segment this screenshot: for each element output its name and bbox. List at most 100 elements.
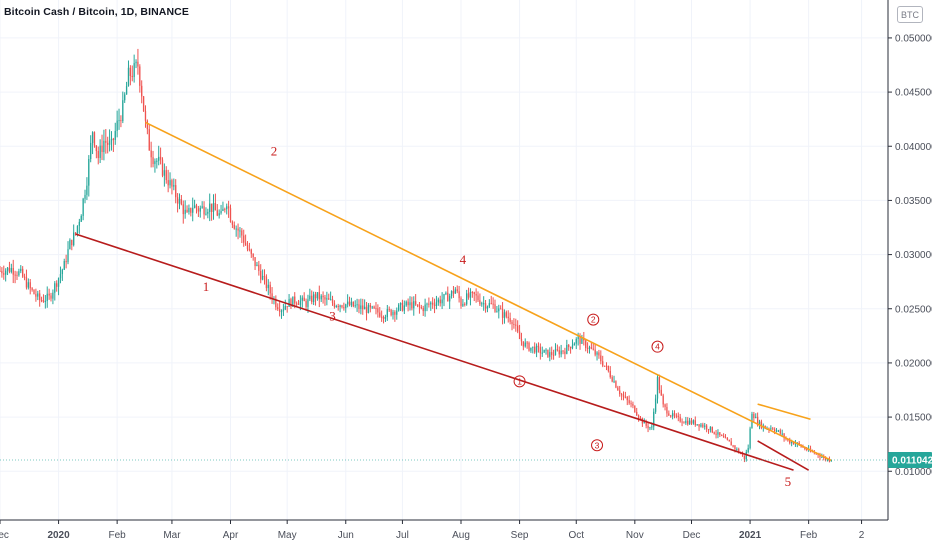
candle-body xyxy=(819,454,821,458)
candle-body xyxy=(433,304,436,306)
candle-body xyxy=(22,268,24,277)
candle-body xyxy=(556,349,559,351)
candle-body xyxy=(692,420,695,424)
candle-body xyxy=(275,298,277,308)
candle-body xyxy=(263,275,266,277)
candle-body xyxy=(399,302,402,305)
candle-body xyxy=(549,352,551,357)
candle-body xyxy=(91,132,94,143)
candle-body xyxy=(430,302,432,305)
candle-body xyxy=(173,185,175,187)
candle-body xyxy=(192,207,194,213)
candle-body xyxy=(466,293,468,305)
trendlines[interactable] xyxy=(75,121,832,471)
candle-body xyxy=(437,299,439,303)
candle-body xyxy=(397,304,400,311)
candle-body xyxy=(450,291,453,297)
candle-body xyxy=(639,418,642,420)
candle-body xyxy=(562,350,564,352)
candle-body xyxy=(135,61,137,64)
candle-body xyxy=(460,298,462,306)
candle-body xyxy=(299,300,302,305)
candle-body xyxy=(806,449,808,451)
candle-body xyxy=(358,304,360,309)
candle-body xyxy=(0,270,1,272)
candle-body xyxy=(33,289,35,295)
candle-body xyxy=(373,306,375,309)
candle-body xyxy=(747,448,749,453)
candle-body xyxy=(568,345,570,347)
candle-body xyxy=(239,230,241,232)
candle-body xyxy=(146,120,149,130)
time-tick-label: Jul xyxy=(396,530,409,541)
candle-body xyxy=(114,130,116,140)
candle-body xyxy=(297,303,300,305)
candle-body xyxy=(122,100,124,122)
wave-annotations: 1 2 3 4 5 1 2 3 4 xyxy=(203,144,791,489)
wave-circle xyxy=(651,340,664,353)
candle-body xyxy=(522,341,525,347)
candle-body xyxy=(732,445,734,447)
candle-body xyxy=(594,349,596,355)
candle-body xyxy=(233,224,235,229)
time-tick-label: Nov xyxy=(626,530,644,541)
candle-body xyxy=(5,270,7,275)
candle-body xyxy=(564,351,566,354)
candle-body xyxy=(375,308,377,310)
candle-body xyxy=(39,293,41,301)
time-tick-label: Jun xyxy=(338,530,354,541)
candle-body xyxy=(513,323,515,325)
price-tick-label: 0.010000 xyxy=(895,467,932,478)
candle-body xyxy=(658,377,661,390)
candle-body xyxy=(360,305,362,309)
candle-body xyxy=(261,275,264,280)
candle-body xyxy=(789,440,791,444)
candle-body xyxy=(167,180,169,186)
candle-body xyxy=(154,161,156,165)
candle-body xyxy=(719,432,721,436)
candle-body xyxy=(645,421,647,426)
candle-body xyxy=(772,428,774,430)
wave-label-circled: 3 xyxy=(595,440,600,450)
candle-body xyxy=(773,429,776,432)
currency-badge[interactable]: BTC xyxy=(897,6,923,23)
candle-body xyxy=(186,209,188,213)
candle-body xyxy=(78,221,81,226)
candle-body xyxy=(184,209,186,215)
candle-body xyxy=(554,349,557,356)
candle-body xyxy=(651,426,653,428)
candle-body xyxy=(382,316,385,319)
candle-body xyxy=(103,140,105,153)
time-axis[interactable]: Dec 2020 Feb Mar Apr May Jun Jul Aug Sep Oct Nov Dec… xyxy=(0,519,932,550)
candle-body xyxy=(702,424,704,427)
candle-body xyxy=(243,235,245,243)
candle-body xyxy=(749,428,751,449)
candle-body xyxy=(484,303,487,309)
candle-body xyxy=(137,61,139,67)
wave-label: 4 xyxy=(460,252,467,267)
candle-body xyxy=(171,180,173,187)
candle-body xyxy=(108,140,111,145)
candle-body xyxy=(99,145,101,158)
candle-body xyxy=(486,306,489,309)
candle-body xyxy=(677,415,679,417)
candle-body xyxy=(566,345,568,354)
candle-body xyxy=(65,261,67,263)
wave-label-circled: 2 xyxy=(591,315,596,325)
candle-body xyxy=(670,415,672,417)
candle-body xyxy=(783,433,785,438)
candle-body xyxy=(288,299,290,307)
candle-body xyxy=(596,352,598,355)
candle-body xyxy=(305,301,307,307)
candle-body xyxy=(23,276,26,278)
candle-body xyxy=(303,297,305,302)
candle-body xyxy=(201,206,203,208)
candle-body xyxy=(537,345,540,348)
candle-body xyxy=(439,299,441,304)
wave-circle xyxy=(513,375,526,388)
candle-body xyxy=(148,129,150,151)
candle-body xyxy=(365,306,368,314)
candle-body xyxy=(509,318,511,322)
candle-body xyxy=(295,303,298,305)
